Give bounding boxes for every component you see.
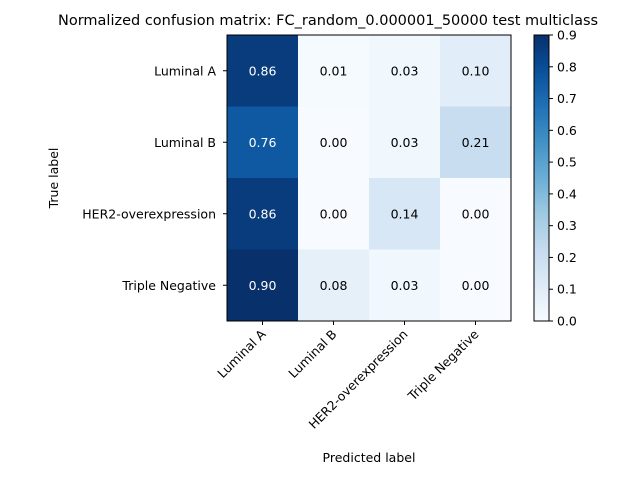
colorbar-tick-label: 0.5 — [557, 155, 577, 170]
heatmap-cell — [440, 106, 512, 179]
colorbar-tick-label: 0.7 — [557, 91, 577, 106]
heatmap-cell — [298, 35, 370, 107]
y-tick-label: HER2-overexpression — [82, 206, 216, 221]
cell-value-label: 0.90 — [249, 278, 277, 293]
colorbar-tick-label: 0.8 — [557, 59, 577, 74]
cell-value-label: 0.00 — [462, 206, 490, 221]
cell-value-label: 0.14 — [391, 206, 419, 221]
cell-value-label: 0.86 — [249, 63, 277, 78]
cell-value-label: 0.10 — [462, 63, 490, 78]
colorbar-tick-label: 0.2 — [557, 250, 577, 265]
cell-value-label: 0.03 — [391, 63, 419, 78]
x-tick-label: Luminal A — [214, 326, 269, 381]
heatmap-cell — [227, 178, 299, 250]
cell-value-label: 0.00 — [462, 278, 490, 293]
x-axis-label: Predicted label — [323, 450, 416, 465]
y-axis-label: True label — [46, 148, 61, 210]
colorbar-tick-label: 0.9 — [557, 28, 577, 43]
cell-value-label: 0.08 — [320, 278, 348, 293]
cell-value-label: 0.03 — [391, 135, 419, 150]
heatmap-cell — [227, 35, 299, 107]
cell-value-label: 0.00 — [320, 135, 348, 150]
x-axis-ticks: Luminal A Luminal BHER2-overexpressionTri… — [214, 321, 482, 432]
cell-value-label: 0.21 — [462, 135, 490, 150]
heatmap-cell — [298, 249, 370, 322]
y-tick-label: Luminal A — [154, 63, 216, 78]
colorbar-tick-label: 0.4 — [557, 186, 577, 201]
heatmap-cell — [227, 106, 299, 179]
cell-value-label: 0.00 — [320, 206, 348, 221]
colorbar-tick-label: 0.0 — [557, 314, 577, 329]
cell-value-label: 0.86 — [249, 206, 277, 221]
cell-value-label: 0.01 — [320, 63, 348, 78]
y-axis-ticks: Luminal A Luminal B HER2-overexpression Tri… — [82, 63, 227, 293]
heatmap-cell — [369, 106, 441, 179]
colorbar-tick-label: 0.3 — [557, 218, 577, 233]
heatmap-cell — [369, 249, 441, 322]
heatmap-cell-labels: 0.86 0.01 0.03 0.10 0.76 0.00 0.03 0.21 0.86 0.00… — [249, 63, 490, 293]
cell-value-label: 0.76 — [249, 135, 277, 150]
heatmap-cell — [440, 35, 512, 107]
y-tick-label: Triple Negative — [121, 278, 216, 293]
colorbar-tick-label: 0.6 — [557, 123, 577, 138]
heatmap-frame — [226, 34, 512, 322]
heatmap-cell — [440, 178, 512, 250]
heatmap-cell — [227, 249, 299, 322]
heatmap-cell — [298, 106, 370, 179]
cell-value-label: 0.03 — [391, 278, 419, 293]
heatmap-cell — [298, 178, 370, 250]
heatmap-cell — [369, 178, 441, 250]
heatmap-cell — [369, 35, 441, 107]
colorbar-ticks: 0.0 0.1 0.2 0.3 0.4 0.5 0.6 0.7 0.8 0.9 — [549, 28, 577, 329]
heatmap-cell — [440, 249, 512, 322]
x-tick-label: Triple Negative — [404, 326, 482, 404]
x-tick-label: Luminal B — [285, 327, 339, 381]
heatmap-cells — [227, 35, 512, 322]
colorbar-tick-label: 0.1 — [557, 282, 577, 297]
chart-title: Normalized confusion matrix: FC_random_0… — [58, 13, 598, 29]
colorbar — [533, 34, 550, 322]
y-tick-label: Luminal B — [154, 135, 216, 150]
